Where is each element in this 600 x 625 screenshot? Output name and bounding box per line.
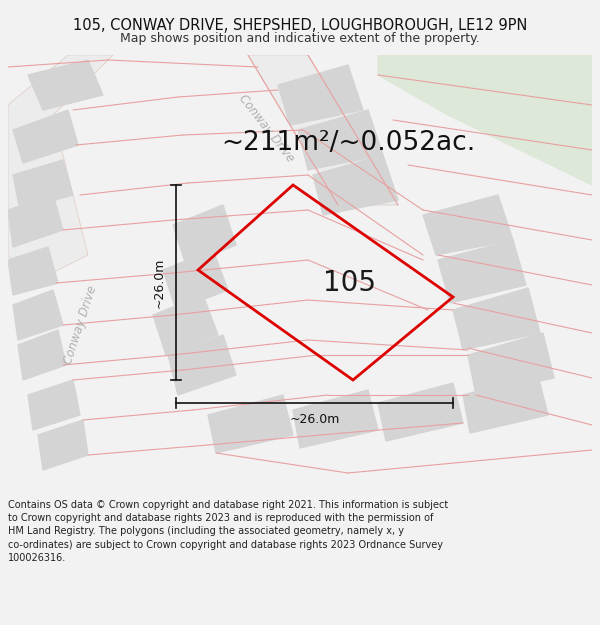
Text: 105, CONWAY DRIVE, SHEPSHED, LOUGHBOROUGH, LE12 9PN: 105, CONWAY DRIVE, SHEPSHED, LOUGHBOROUG… bbox=[73, 18, 527, 32]
Polygon shape bbox=[13, 110, 78, 163]
Polygon shape bbox=[453, 288, 540, 350]
Polygon shape bbox=[38, 420, 88, 470]
Polygon shape bbox=[208, 395, 293, 453]
Polygon shape bbox=[8, 195, 63, 247]
Polygon shape bbox=[378, 383, 463, 441]
Polygon shape bbox=[248, 55, 398, 205]
Polygon shape bbox=[18, 330, 66, 380]
Polygon shape bbox=[8, 55, 113, 285]
Polygon shape bbox=[468, 333, 554, 395]
Polygon shape bbox=[313, 155, 398, 215]
Polygon shape bbox=[463, 375, 548, 433]
Polygon shape bbox=[13, 290, 63, 340]
Text: Conway Drive: Conway Drive bbox=[236, 92, 296, 164]
Polygon shape bbox=[293, 390, 378, 448]
Polygon shape bbox=[298, 110, 383, 170]
Polygon shape bbox=[423, 195, 513, 255]
Polygon shape bbox=[28, 380, 80, 430]
Polygon shape bbox=[378, 55, 592, 185]
Polygon shape bbox=[28, 60, 103, 110]
Polygon shape bbox=[153, 295, 218, 355]
Text: Conway Drive: Conway Drive bbox=[61, 284, 99, 366]
Polygon shape bbox=[163, 250, 228, 310]
Polygon shape bbox=[278, 65, 363, 125]
Polygon shape bbox=[8, 247, 58, 295]
Polygon shape bbox=[438, 240, 526, 303]
Text: ~211m²/~0.052ac.: ~211m²/~0.052ac. bbox=[221, 130, 475, 156]
Text: ~26.0m: ~26.0m bbox=[289, 413, 340, 426]
Polygon shape bbox=[168, 335, 236, 395]
Polygon shape bbox=[173, 205, 236, 265]
Text: Contains OS data © Crown copyright and database right 2021. This information is : Contains OS data © Crown copyright and d… bbox=[8, 500, 448, 562]
Text: Map shows position and indicative extent of the property.: Map shows position and indicative extent… bbox=[120, 32, 480, 45]
Text: ~26.0m: ~26.0m bbox=[153, 258, 166, 308]
Text: 105: 105 bbox=[323, 269, 376, 297]
Polygon shape bbox=[13, 160, 73, 210]
